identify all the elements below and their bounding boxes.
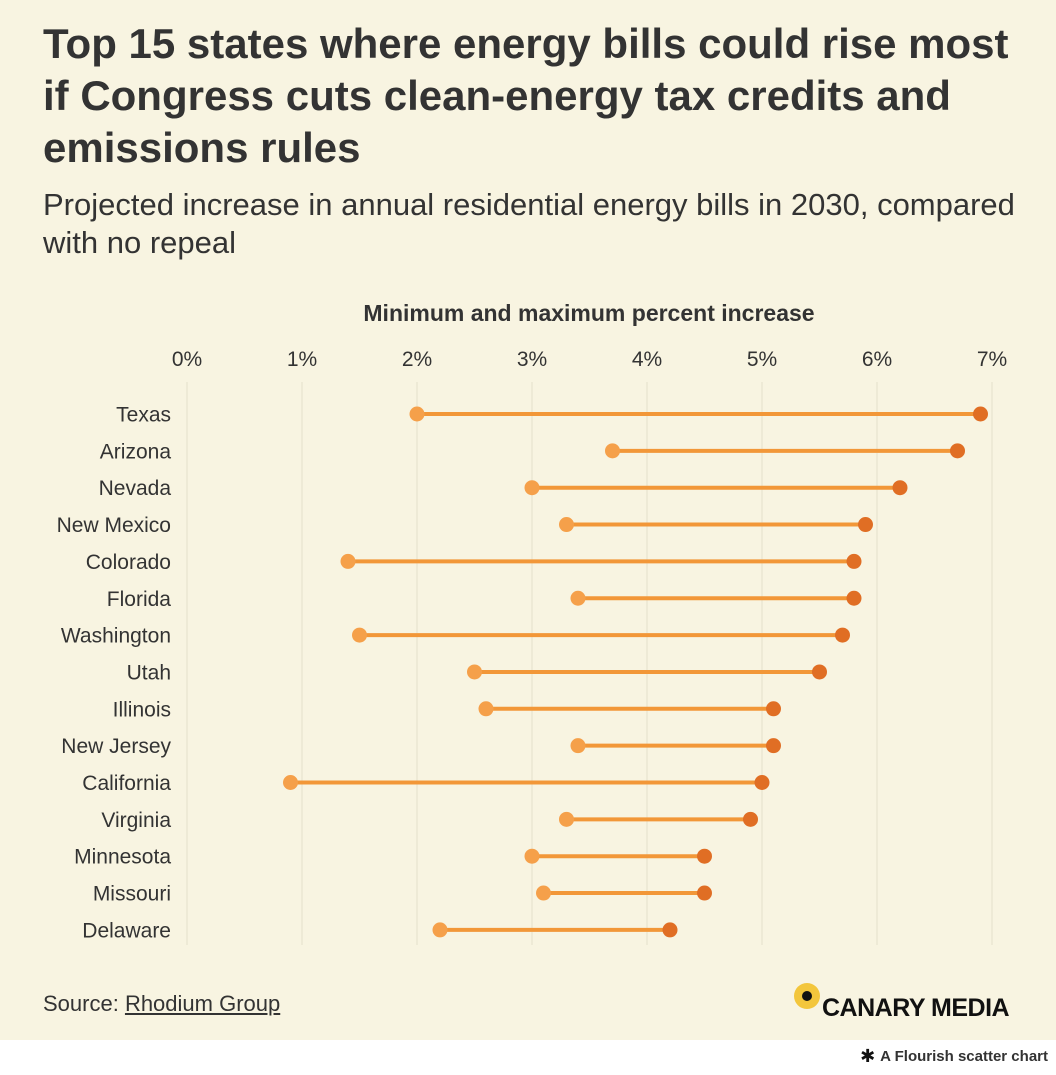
category-labels: Texas Arizona Nevada New Mexico Colorado Flor… [57,404,172,943]
source-note: Source: Rhodium Group [43,991,280,1017]
category-label: Minnesota [74,846,171,869]
x-tick-label: 5% [747,348,777,371]
x-tick-label: 4% [632,348,662,371]
max-point [662,922,678,938]
max-point [950,443,965,459]
category-label: Virginia [101,809,171,832]
category-label: Missouri [93,883,171,906]
chart-title: Top 15 states where energy bills could r… [43,20,1009,171]
x-axis-ticks: 0% 1% 2% 3% 4% 5% 6% 7% [172,348,1007,371]
max-point [812,664,827,680]
min-point [524,848,540,864]
min-point [570,738,586,754]
category-label: New Mexico [57,514,171,537]
x-tick-label: 2% [402,348,432,371]
category-label: Delaware [82,919,171,942]
category-label: Texas [116,404,171,427]
min-point [536,885,551,901]
min-point [467,664,482,680]
min-point [340,553,356,569]
category-label: Washington [61,625,171,648]
x-tick-label: 6% [862,348,892,371]
chart-subtitle: Projected increase in annual residential… [43,187,1015,260]
flourish-credit-link[interactable]: ✱ A Flourish scatter chart [860,1046,1048,1067]
x-tick-label: 1% [287,348,317,371]
min-point [283,775,298,790]
min-point [352,627,367,643]
source-link[interactable]: Rhodium Group [124,991,281,1016]
gridlines [186,382,993,945]
max-point [766,701,781,717]
max-point [892,480,908,496]
x-tick-label: 0% [172,348,202,371]
flourish-asterisk-icon: ✱ [860,1046,876,1066]
category-label: Illinois [113,698,171,721]
flourish-credit-text: A Flourish scatter chart [880,1048,1048,1065]
x-tick-label: 7% [977,348,1007,371]
category-label: Nevada [99,477,172,500]
max-point [754,775,770,790]
x-axis-title: Minimum and maximum percent increase [363,300,814,326]
min-point [559,811,574,827]
max-point [846,553,862,569]
max-point [766,738,781,754]
data-marks [283,406,988,938]
category-label: New Jersey [61,735,171,758]
category-label: Colorado [86,551,171,574]
max-point [835,627,850,643]
max-point [743,811,758,827]
canary-media-logo[interactable]: CANARY MEDIA [794,983,1010,1022]
source-prefix: Source: [43,991,125,1016]
chart-card: Top 15 states where energy bills could r… [0,0,1056,1040]
max-point [973,406,988,422]
min-point [605,443,620,459]
min-point [524,480,540,496]
max-point [858,517,873,533]
category-label: California [82,772,171,795]
min-point [570,590,586,606]
x-tick-label: 3% [517,348,547,371]
category-label: Florida [107,588,172,611]
max-point [697,848,712,864]
max-point [697,885,712,901]
min-point [409,406,425,422]
dumbbell-chart: 0% 1% 2% 3% 4% 5% 6% 7% Texas Arizona Nevada New M… [57,300,1007,945]
min-point [478,701,494,717]
category-label: Arizona [100,440,172,463]
canary-dot-icon [794,983,820,1009]
max-point [846,590,862,606]
category-label: Utah [127,661,171,684]
min-point [432,922,448,938]
logo-text: CANARY MEDIA [822,993,1010,1022]
min-point [559,517,574,533]
